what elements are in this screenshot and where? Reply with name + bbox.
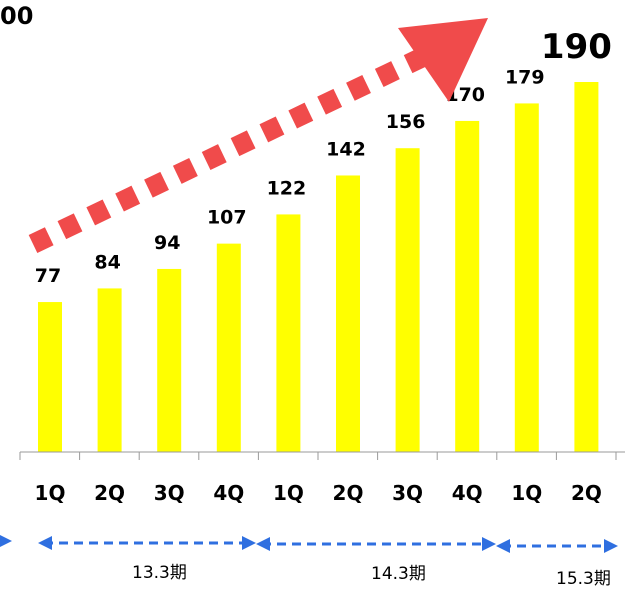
- bar-2: [97, 288, 122, 452]
- category-label-8: 4Q: [452, 481, 483, 505]
- value-label-1: 77: [35, 265, 61, 287]
- value-label-5: 122: [267, 177, 307, 199]
- period-arrow-12-right-head: [0, 535, 12, 547]
- period-label-15: 15.3期: [556, 569, 611, 589]
- x-axis: [19, 451, 625, 460]
- category-label-1: 1Q: [35, 481, 66, 505]
- category-labels-group: 1Q 2Q 3Q 4Q 1Q 2Q 3Q 4Q 1Q 2Q: [35, 481, 602, 505]
- category-label-3: 3Q: [154, 481, 185, 505]
- bars-group: [38, 82, 599, 453]
- cut-off-top-label: 00: [0, 2, 34, 30]
- value-label-6: 142: [326, 138, 366, 160]
- bar-5: [276, 214, 301, 452]
- period-arrow-13-left-head: [38, 536, 52, 550]
- period-arrow-15-right-head: [604, 539, 618, 553]
- period-arrow-15-left-head: [496, 539, 510, 553]
- period-label-14: 14.3期: [371, 564, 426, 584]
- trend-arrow-head: [398, 18, 488, 102]
- value-label-2: 84: [94, 251, 120, 273]
- period-arrow-14-left-head: [256, 537, 270, 551]
- period-arrow-14-right-head: [482, 537, 496, 551]
- value-label-9: 179: [505, 66, 545, 88]
- value-label-8: 170: [445, 84, 485, 106]
- category-label-7: 3Q: [392, 481, 423, 505]
- category-label-5: 1Q: [273, 481, 304, 505]
- category-label-4: 4Q: [213, 481, 244, 505]
- bar-10: [574, 82, 599, 452]
- value-label-10: 190: [541, 27, 612, 67]
- value-label-3: 94: [154, 232, 180, 254]
- bar-1: [38, 302, 62, 452]
- value-label-4: 107: [207, 207, 247, 229]
- period-label-13: 13.3期: [132, 563, 187, 583]
- category-label-10: 2Q: [571, 481, 602, 505]
- bar-9: [514, 103, 539, 452]
- category-label-9: 1Q: [511, 481, 542, 505]
- period-arrow-13-right-head: [242, 536, 256, 550]
- value-label-7: 156: [386, 111, 426, 133]
- bar-6: [336, 175, 360, 452]
- period-arrows: [0, 535, 618, 553]
- bar-4: [216, 243, 241, 452]
- bar-7: [395, 148, 420, 453]
- trend-arrow-shaft: [28, 46, 430, 254]
- bar-3: [157, 268, 182, 452]
- trend-arrow: [28, 18, 488, 254]
- bar-8: [455, 120, 480, 453]
- category-label-6: 2Q: [333, 481, 364, 505]
- category-label-2: 2Q: [94, 481, 125, 505]
